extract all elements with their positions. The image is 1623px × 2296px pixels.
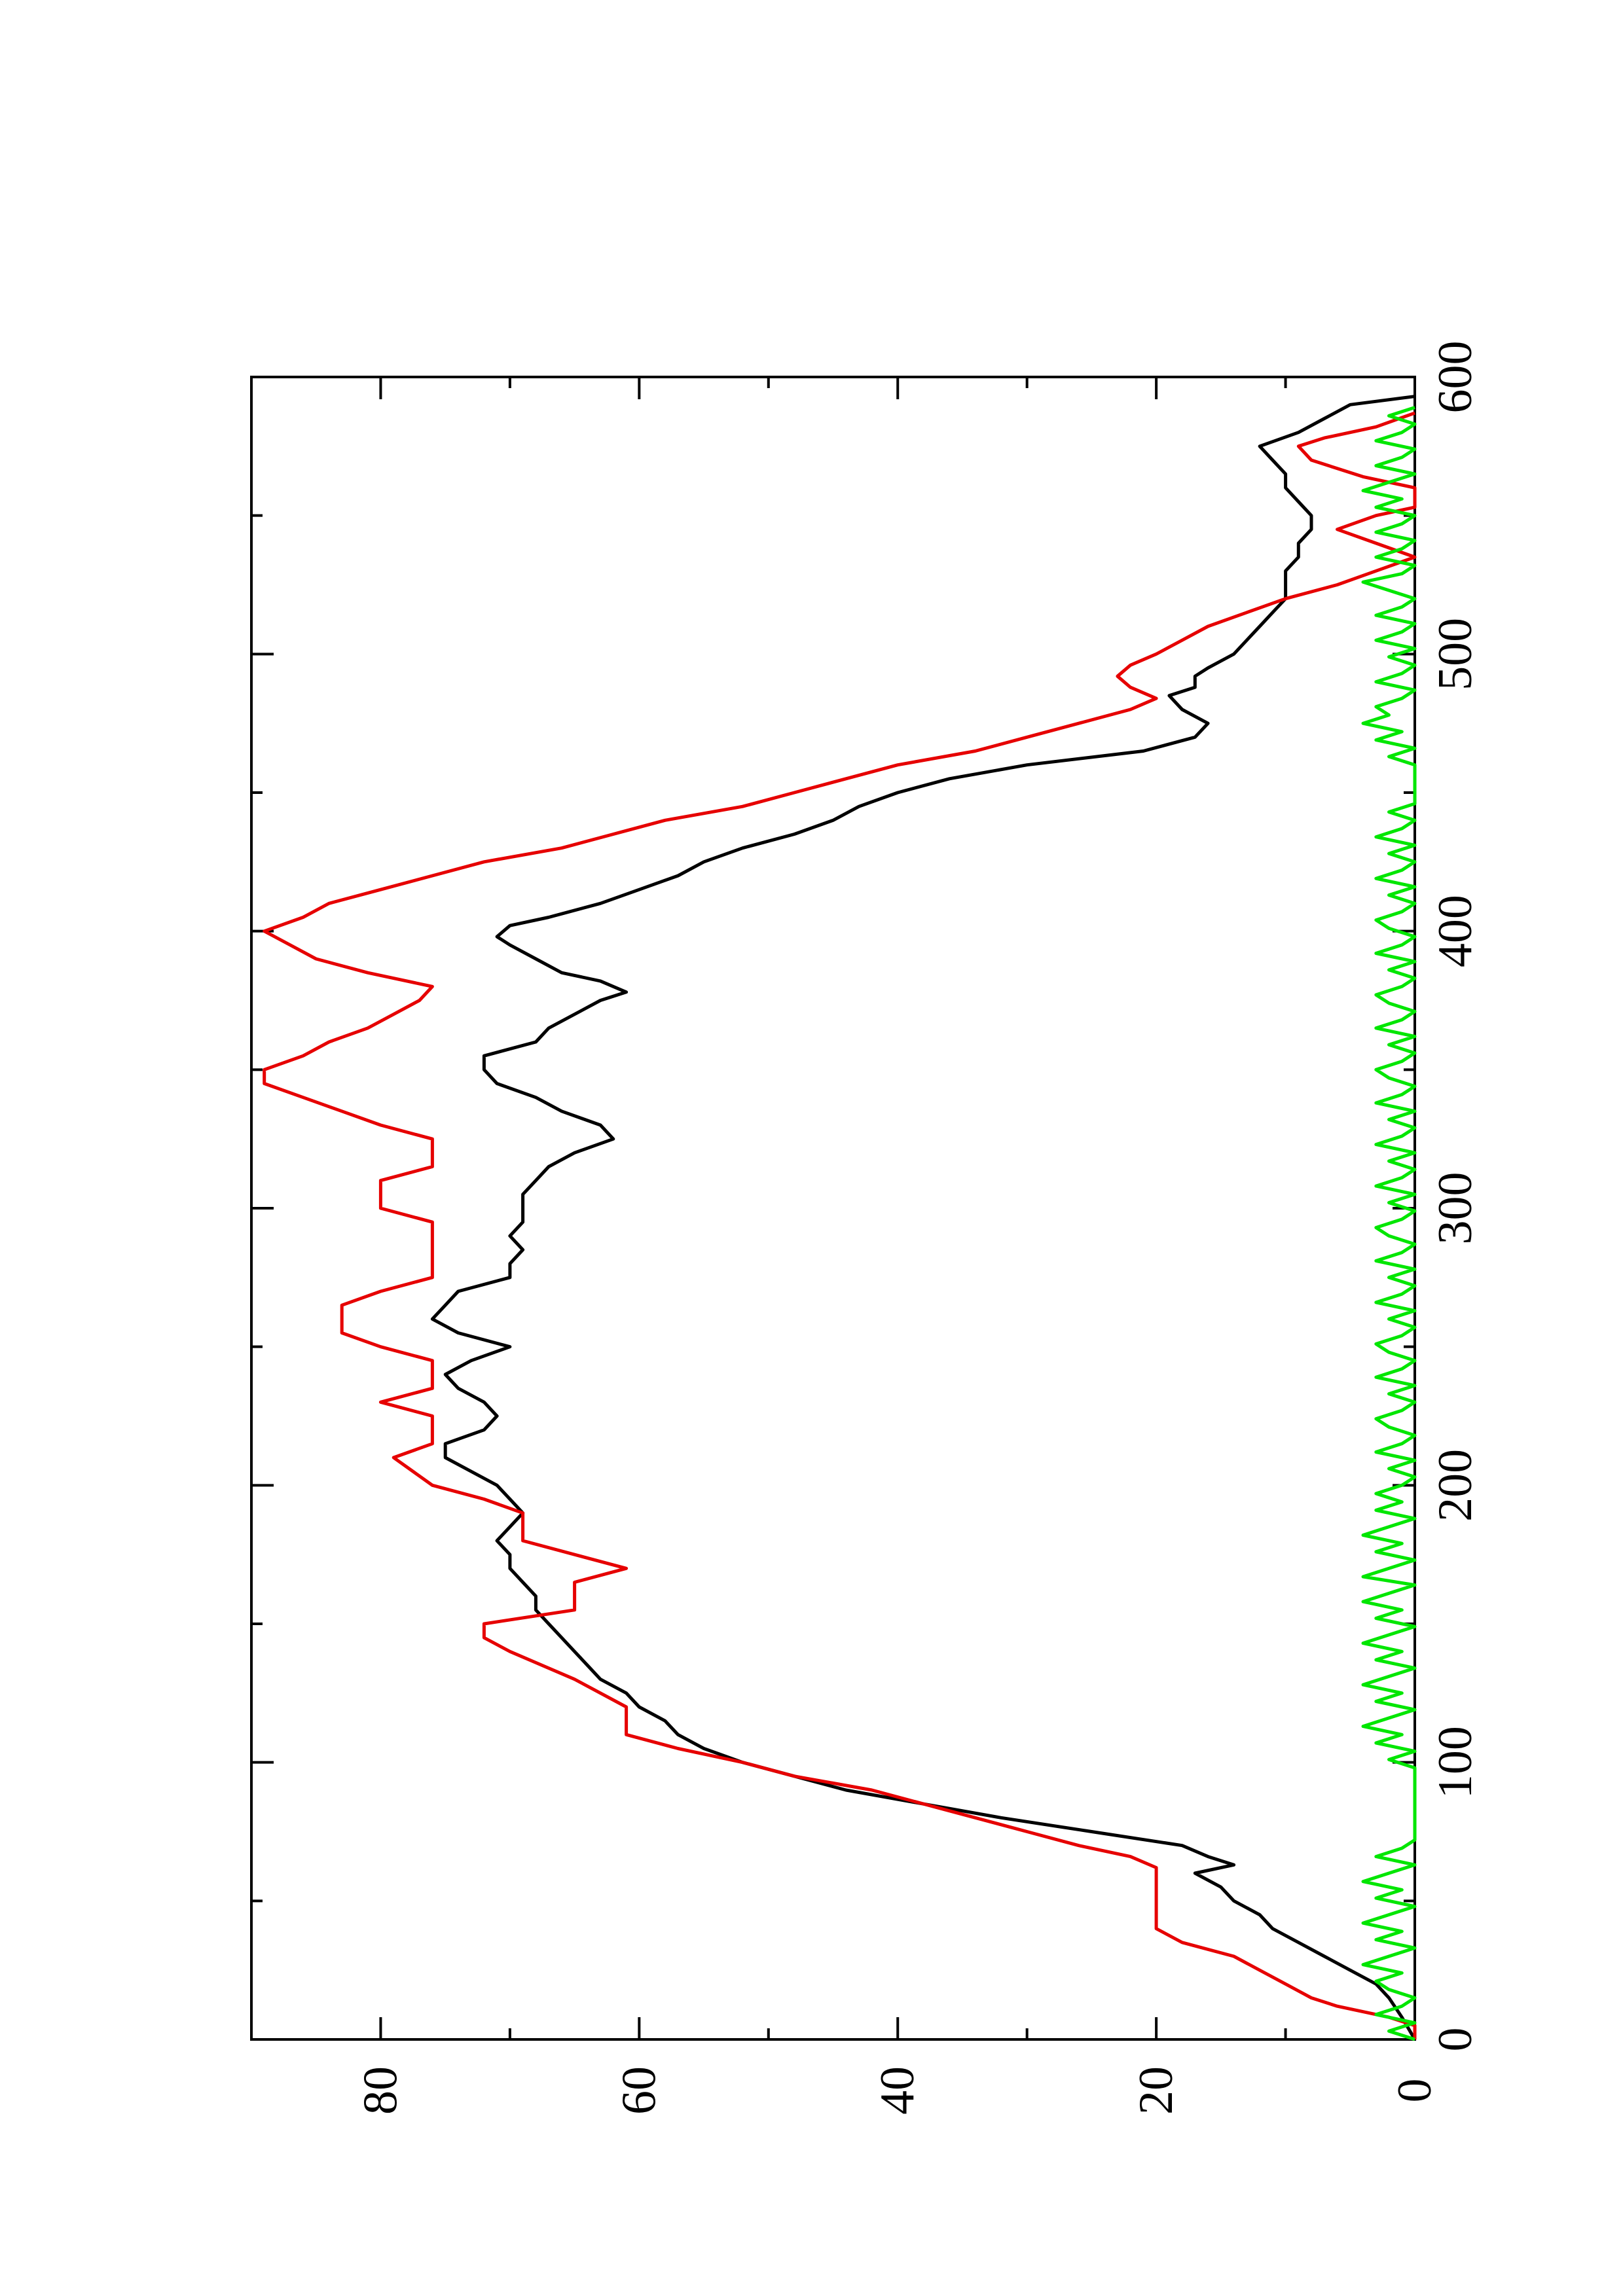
y-tick-label: 0: [1388, 2079, 1442, 2103]
x-tick-label: 200: [1429, 1449, 1482, 1522]
x-tick-label: 300: [1429, 1172, 1482, 1245]
y-tick-label: 20: [1129, 2066, 1183, 2115]
y-tick-label: 40: [871, 2066, 924, 2115]
x-tick-label: 600: [1429, 341, 1482, 414]
series-line-black: [430, 395, 1417, 2041]
y-tick-label: 80: [354, 2066, 407, 2115]
x-tick-label: 400: [1429, 895, 1482, 967]
ticks: [251, 376, 1416, 2041]
series-layer: [263, 395, 1417, 2041]
x-tick-label: 0: [1429, 2028, 1482, 2052]
series-line-red: [263, 411, 1417, 2039]
tick-labels: 0 100 200 300 400 500 600 0 20 40 60 80: [354, 341, 1482, 2115]
x-tick-label: 500: [1429, 618, 1482, 691]
series-line-green: [1361, 406, 1417, 2041]
x-tick-label: 100: [1429, 1726, 1482, 1799]
plot-frame: [250, 376, 1416, 2041]
y-tick-label: 60: [612, 2066, 666, 2115]
